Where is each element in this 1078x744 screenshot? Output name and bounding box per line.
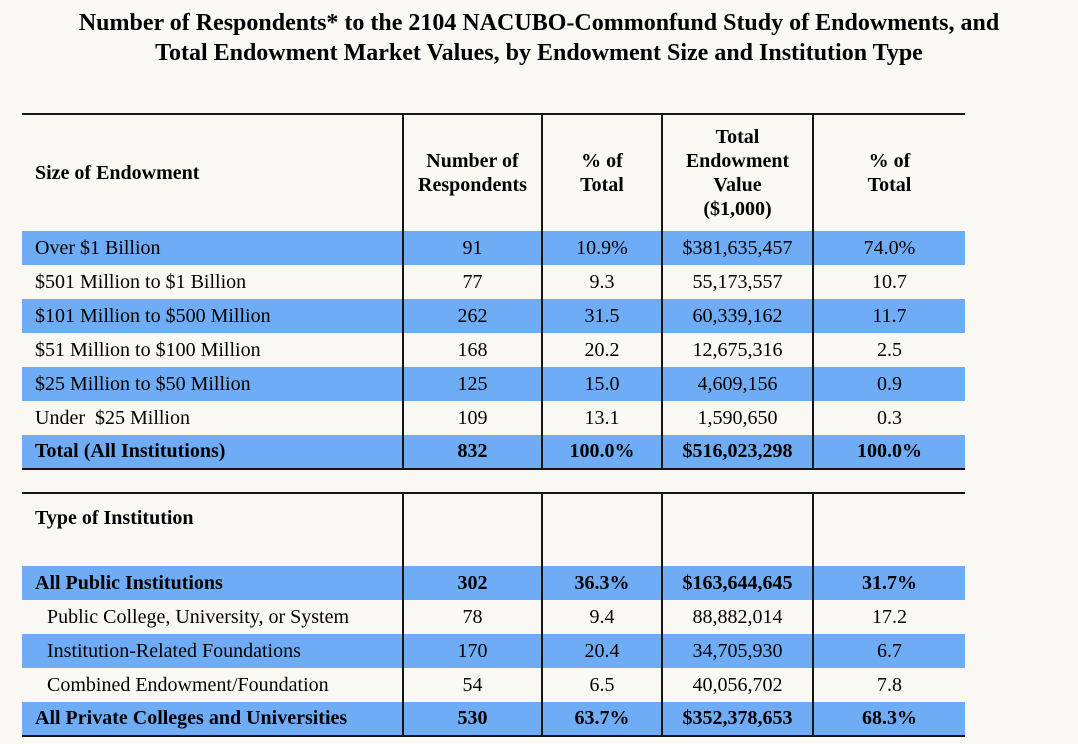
endowment-value-cell: $163,644,645	[661, 566, 813, 600]
column-header-total-endowment-value: Total Endowment Value ($1,000)	[661, 114, 813, 231]
row-label-cell: $25 Million to $50 Million	[35, 372, 251, 395]
row-label-cell: Under $25 Million	[35, 406, 190, 429]
column-header-pct-of-total-respondents: % of Total	[541, 114, 662, 231]
pct-respondents-cell: 31.5	[541, 299, 662, 333]
page-title: Number of Respondents* to the 2104 NACUB…	[0, 0, 1078, 68]
table-row: Under $25 Million 109 13.1 1,590,650 0.3	[22, 401, 965, 435]
table-row: Over $1 Billion 91 10.9% $381,635,457 74…	[22, 231, 965, 265]
endowment-value-cell: 40,056,702	[661, 668, 813, 702]
endowment-value-cell: 88,882,014	[661, 600, 813, 634]
respondents-cell: 168	[402, 333, 542, 367]
pct-value-cell: 0.3	[812, 401, 965, 435]
respondents-cell: 77	[402, 265, 542, 299]
respondents-cell: 170	[402, 634, 542, 668]
column-header-number-of-respondents: Number of Respondents	[402, 114, 542, 231]
page-title-line2: Total Endowment Market Values, by Endowm…	[155, 40, 923, 66]
pct-respondents-cell: 63.7%	[541, 702, 662, 736]
endowment-value-cell: 12,675,316	[661, 333, 813, 367]
pct-respondents-cell: 15.0	[541, 367, 662, 401]
pct-respondents-cell: 10.9%	[541, 231, 662, 265]
row-label-cell: All Private Colleges and Universities	[35, 707, 348, 729]
endowment-value-cell: 1,590,650	[661, 401, 813, 435]
pct-value-cell: 6.7	[812, 634, 965, 668]
respondents-cell: 109	[402, 401, 542, 435]
respondents-cell: 91	[402, 231, 542, 265]
endowment-value-cell: 55,173,557	[661, 265, 813, 299]
respondents-cell: 54	[402, 668, 542, 702]
respondents-cell: 832	[402, 435, 542, 469]
column-header-pct-of-total-value: % of Total	[812, 114, 965, 231]
respondents-cell: 302	[402, 566, 542, 600]
row-label-cell: Public College, University, or System	[47, 605, 350, 628]
pct-respondents-cell: 20.2	[541, 333, 662, 367]
pct-respondents-cell: 13.1	[541, 401, 662, 435]
column-header-size-of-endowment: Size of Endowment	[35, 162, 200, 184]
endowment-value-cell: 60,339,162	[661, 299, 813, 333]
pct-value-cell: 2.5	[812, 333, 965, 367]
table-subtotal-row: All Public Institutions 302 36.3% $163,6…	[22, 566, 965, 600]
table-header-row: Type of Institution	[22, 493, 965, 566]
empty-header-cell	[402, 493, 542, 566]
pct-value-cell: 100.0%	[812, 435, 965, 469]
row-label-cell: Total (All Institutions)	[35, 440, 226, 462]
empty-header-cell	[661, 493, 813, 566]
institution-type-table: Type of Institution All Public Instituti…	[22, 492, 965, 737]
table-row: Public College, University, or System 78…	[22, 600, 965, 634]
pct-value-cell: 7.8	[812, 668, 965, 702]
endowment-value-cell: $381,635,457	[661, 231, 813, 265]
pct-value-cell: 68.3%	[812, 702, 965, 736]
respondents-cell: 530	[402, 702, 542, 736]
pct-respondents-cell: 9.4	[541, 600, 662, 634]
page-title-line1: Number of Respondents* to the 2104 NACUB…	[78, 10, 1000, 36]
row-label-cell: Institution-Related Foundations	[47, 639, 301, 662]
row-label-cell: $501 Million to $1 Billion	[35, 270, 247, 293]
pct-value-cell: 31.7%	[812, 566, 965, 600]
respondents-cell: 125	[402, 367, 542, 401]
table-row: $25 Million to $50 Million 125 15.0 4,60…	[22, 367, 965, 401]
pct-respondents-cell: 6.5	[541, 668, 662, 702]
pct-respondents-cell: 100.0%	[541, 435, 662, 469]
endowment-value-cell: 4,609,156	[661, 367, 813, 401]
table-row: Combined Endowment/Foundation 54 6.5 40,…	[22, 668, 965, 702]
table-row: $501 Million to $1 Billion 77 9.3 55,173…	[22, 265, 965, 299]
row-label-cell: $101 Million to $500 Million	[35, 304, 271, 327]
pct-value-cell: 74.0%	[812, 231, 965, 265]
respondents-cell: 78	[402, 600, 542, 634]
endowment-value-cell: $352,378,653	[661, 702, 813, 736]
table-subtotal-row: All Private Colleges and Universities 53…	[22, 702, 965, 736]
row-label-cell: Over $1 Billion	[35, 236, 161, 259]
endowment-size-table: Size of Endowment Number of Respondents …	[22, 113, 965, 470]
table-header-row: Size of Endowment Number of Respondents …	[22, 114, 965, 231]
pct-value-cell: 0.9	[812, 367, 965, 401]
endowment-value-cell: 34,705,930	[661, 634, 813, 668]
row-label-cell: $51 Million to $100 Million	[35, 338, 261, 361]
respondents-cell: 262	[402, 299, 542, 333]
pct-value-cell: 11.7	[812, 299, 965, 333]
table-total-row: Total (All Institutions) 832 100.0% $516…	[22, 435, 965, 469]
row-label-cell: All Public Institutions	[35, 571, 223, 594]
pct-value-cell: 10.7	[812, 265, 965, 299]
column-header-type-of-institution: Type of Institution	[35, 507, 194, 529]
endowment-value-cell: $516,023,298	[661, 435, 813, 469]
table-row: $51 Million to $100 Million 168 20.2 12,…	[22, 333, 965, 367]
table-row: $101 Million to $500 Million 262 31.5 60…	[22, 299, 965, 333]
pct-value-cell: 17.2	[812, 600, 965, 634]
pct-respondents-cell: 20.4	[541, 634, 662, 668]
table-row: Institution-Related Foundations 170 20.4…	[22, 634, 965, 668]
row-label-cell: Combined Endowment/Foundation	[47, 673, 329, 696]
pct-respondents-cell: 36.3%	[541, 566, 662, 600]
empty-header-cell	[812, 493, 965, 566]
empty-header-cell	[541, 493, 662, 566]
pct-respondents-cell: 9.3	[541, 265, 662, 299]
